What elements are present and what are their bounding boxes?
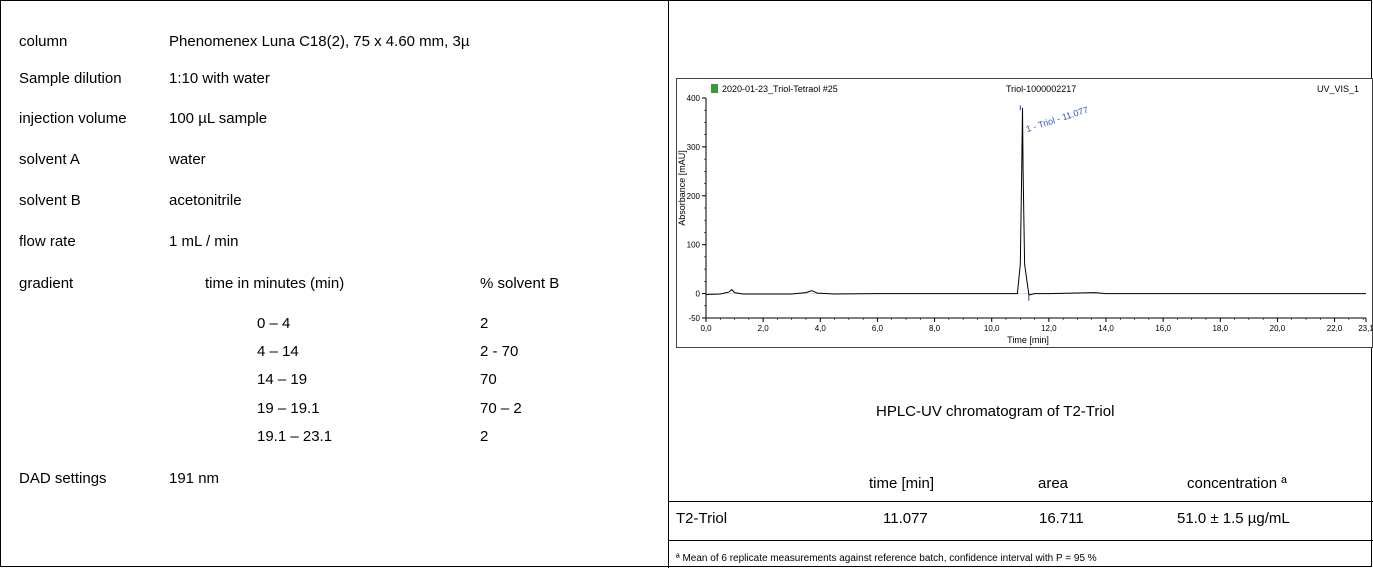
x-tick-label: 14,0	[1098, 324, 1114, 333]
x-tick-label: 6,0	[872, 324, 884, 333]
dilution-label: Sample dilution	[19, 70, 122, 87]
column-divider	[668, 0, 669, 568]
y-tick-label: 400	[687, 94, 701, 103]
y-tick-label: -50	[688, 314, 700, 323]
results-row-conc: 51.0 ± 1.5 µg/mL	[1177, 510, 1290, 527]
gradient-pct-4: 2	[480, 428, 489, 445]
chart-header-mid: Triol-1000002217	[1006, 84, 1076, 94]
x-tick-label: 2,0	[758, 324, 770, 333]
gradient-time-header: time in minutes (min)	[205, 275, 345, 292]
results-col-area: area	[1038, 475, 1069, 492]
chart-header-right: UV_VIS_1	[1317, 84, 1359, 94]
dad-label: DAD settings	[19, 470, 107, 487]
x-tick-label: 18,0	[1212, 324, 1228, 333]
injection-value: 100 µL sample	[169, 110, 268, 127]
document-icon	[711, 84, 718, 93]
results-col-time: time [min]	[869, 475, 935, 492]
results-footer-rule	[669, 540, 1373, 541]
results-footnote: ª Mean of 6 replicate measurements again…	[676, 553, 1097, 564]
solvent-b-value: acetonitrile	[169, 192, 242, 209]
x-tick-label: 12,0	[1041, 324, 1057, 333]
chromatogram-chart: 2020-01-23_Triol-Tetraol #25 Triol-10000…	[676, 78, 1373, 348]
column-label: column	[19, 33, 68, 50]
flow-label: flow rate	[19, 233, 76, 250]
gradient-time-0: 0 – 4	[257, 315, 291, 332]
flow-value: 1 mL / min	[169, 233, 239, 250]
x-tick-label: 23,1	[1358, 324, 1373, 333]
results-row-name: T2-Triol	[676, 510, 728, 527]
chart-frame	[676, 78, 1373, 348]
injection-label: injection volume	[19, 110, 127, 127]
solvent-a-label: solvent A	[19, 151, 80, 168]
y-tick-label: 200	[687, 192, 701, 201]
x-tick-label: 8,0	[929, 324, 941, 333]
gradient-label: gradient	[19, 275, 74, 292]
solvent-b-label: solvent B	[19, 192, 81, 209]
gradient-pct-header: % solvent B	[480, 275, 560, 292]
x-tick-label: 16,0	[1155, 324, 1171, 333]
gradient-pct-2: 70	[480, 371, 497, 388]
chromatogram-trace	[705, 107, 1366, 296]
y-tick-label: 0	[696, 290, 701, 299]
gradient-time-2: 14 – 19	[257, 371, 308, 388]
results-header-rule	[669, 501, 1373, 502]
results-row-area: 16.711	[1039, 510, 1084, 527]
gradient-time-3: 19 – 19.1	[257, 400, 320, 417]
x-tick-label: 0,0	[700, 324, 712, 333]
chromatogram-caption: HPLC-UV chromatogram of T2-Triol	[876, 403, 1115, 420]
dilution-value: 1:10 with water	[169, 70, 270, 87]
y-axis-label: Absorbance [mAU]	[677, 150, 687, 226]
gradient-pct-0: 2	[480, 315, 489, 332]
gradient-pct-1: 2 - 70	[480, 343, 519, 360]
x-tick-label: 10,0	[984, 324, 1000, 333]
x-axis-label: Time [min]	[1007, 335, 1049, 345]
x-tick-label: 4,0	[815, 324, 827, 333]
y-tick-label: 100	[687, 241, 701, 250]
x-tick-label: 20,0	[1270, 324, 1286, 333]
dad-value: 191 nm	[169, 470, 220, 487]
x-tick-label: 22,0	[1327, 324, 1343, 333]
gradient-time-4: 19.1 – 23.1	[257, 428, 333, 445]
results-row-time: 11.077	[883, 510, 928, 527]
column-value: Phenomenex Luna C18(2), 75 x 4.60 mm, 3µ	[169, 33, 470, 50]
gradient-time-1: 4 – 14	[257, 343, 299, 360]
chart-header-left: 2020-01-23_Triol-Tetraol #25	[722, 84, 838, 94]
solvent-a-value: water	[169, 151, 206, 168]
gradient-pct-3: 70 – 2	[480, 400, 522, 417]
y-tick-label: 300	[687, 143, 701, 152]
results-col-conc: concentration ª	[1187, 475, 1287, 492]
